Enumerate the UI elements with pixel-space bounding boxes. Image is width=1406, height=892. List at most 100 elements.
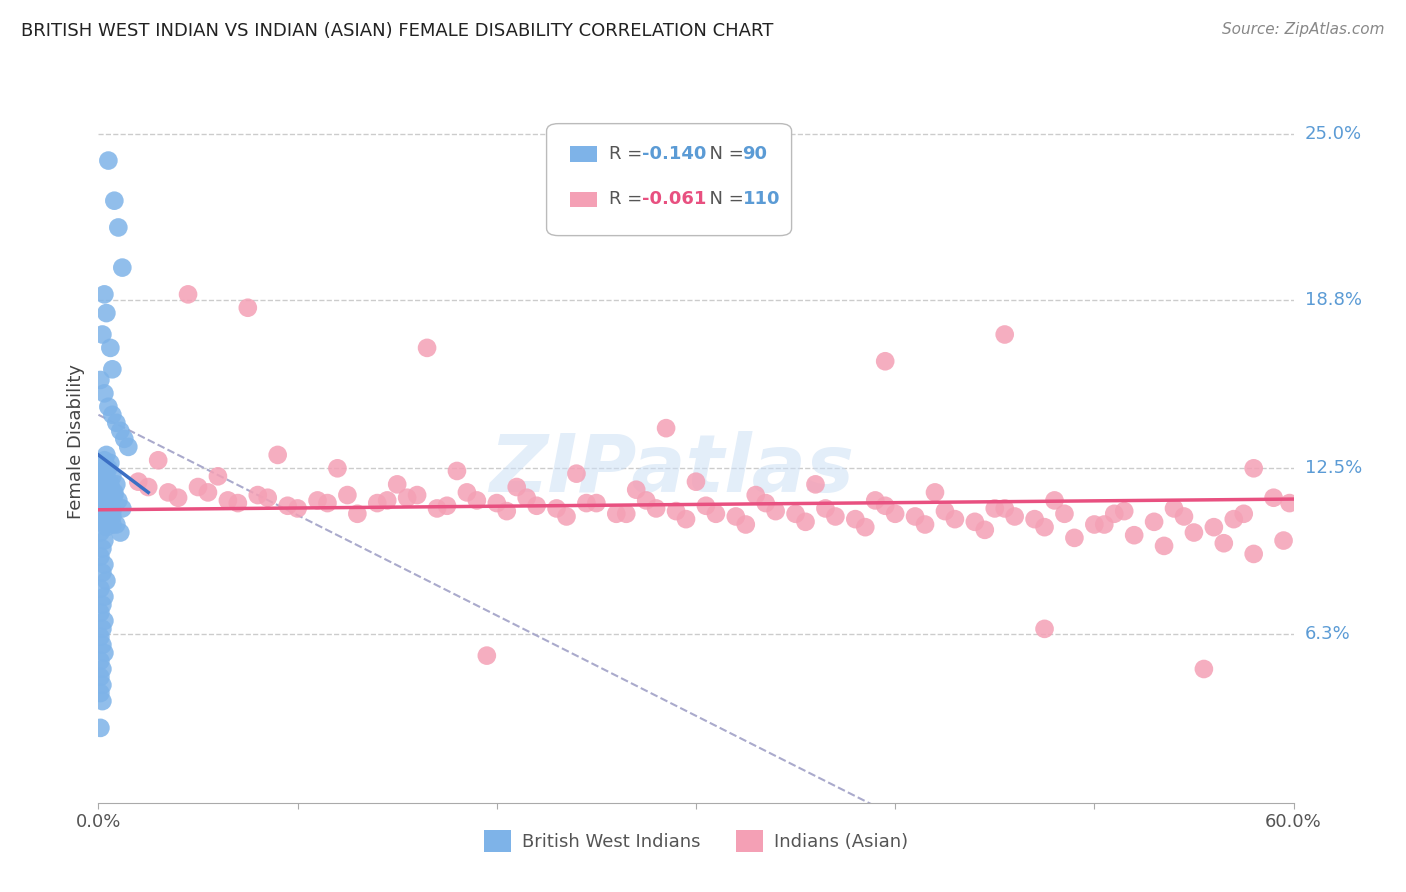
Point — [1202, 520, 1225, 534]
Point — [97, 501, 120, 516]
Point — [96, 574, 118, 588]
Point — [93, 488, 115, 502]
Point — [366, 496, 388, 510]
Point — [96, 515, 118, 529]
Point — [1233, 507, 1256, 521]
Point — [277, 499, 299, 513]
Point — [97, 400, 120, 414]
Point — [110, 424, 132, 438]
Point — [246, 488, 269, 502]
Point — [1063, 531, 1085, 545]
Point — [495, 504, 517, 518]
Point — [177, 287, 200, 301]
Point — [93, 558, 115, 572]
Point — [853, 520, 876, 534]
Point — [91, 509, 114, 524]
Text: 25.0%: 25.0% — [1305, 125, 1362, 143]
Point — [93, 590, 115, 604]
Point — [1114, 504, 1136, 518]
Point — [994, 327, 1017, 342]
Point — [89, 525, 111, 540]
Point — [765, 504, 787, 518]
Point — [336, 488, 359, 502]
Point — [89, 630, 111, 644]
Point — [695, 499, 717, 513]
Point — [157, 485, 180, 500]
Text: 12.5%: 12.5% — [1305, 459, 1362, 477]
Point — [824, 509, 846, 524]
Point — [655, 421, 678, 435]
Point — [101, 362, 124, 376]
Point — [456, 485, 478, 500]
Point — [485, 496, 508, 510]
Point — [97, 461, 120, 475]
Point — [93, 501, 115, 516]
Point — [91, 469, 114, 483]
Point — [96, 520, 118, 534]
Point — [307, 493, 329, 508]
Point — [105, 416, 128, 430]
Point — [1192, 662, 1215, 676]
Point — [465, 493, 488, 508]
Point — [267, 448, 290, 462]
Point — [1053, 507, 1076, 521]
Point — [127, 475, 149, 489]
Point — [626, 483, 648, 497]
Point — [98, 499, 122, 513]
Point — [187, 480, 209, 494]
Point — [97, 509, 120, 524]
Point — [1004, 509, 1026, 524]
Point — [197, 485, 219, 500]
Point — [98, 477, 122, 491]
Legend: British West Indians, Indians (Asian): British West Indians, Indians (Asian) — [477, 822, 915, 859]
Point — [526, 499, 548, 513]
FancyBboxPatch shape — [571, 146, 596, 162]
Point — [645, 501, 668, 516]
Point — [91, 662, 114, 676]
Point — [256, 491, 278, 505]
Point — [875, 499, 897, 513]
Point — [93, 533, 115, 548]
Point — [112, 432, 135, 446]
Point — [89, 549, 111, 564]
Point — [107, 493, 129, 508]
Point — [103, 488, 125, 502]
Point — [375, 493, 398, 508]
Point — [93, 493, 115, 508]
Point — [346, 507, 368, 521]
Point — [724, 509, 747, 524]
Point — [636, 493, 658, 508]
Point — [91, 566, 114, 580]
Point — [101, 509, 124, 524]
Text: ZIPatlas: ZIPatlas — [489, 432, 855, 509]
Point — [167, 491, 190, 505]
Point — [984, 501, 1007, 516]
Point — [103, 485, 125, 500]
Point — [96, 306, 118, 320]
Point — [91, 512, 114, 526]
Point — [1143, 515, 1166, 529]
Point — [105, 477, 128, 491]
Point — [93, 453, 115, 467]
Point — [734, 517, 756, 532]
Point — [93, 493, 115, 508]
Point — [93, 646, 115, 660]
Point — [98, 480, 122, 494]
Point — [89, 686, 111, 700]
Point — [148, 453, 170, 467]
Point — [97, 496, 120, 510]
Point — [97, 501, 120, 516]
Point — [406, 488, 429, 502]
Point — [117, 440, 139, 454]
Point — [1223, 512, 1246, 526]
Point — [103, 194, 125, 208]
Point — [89, 721, 111, 735]
Point — [93, 493, 115, 508]
Point — [91, 694, 114, 708]
Point — [994, 501, 1017, 516]
Point — [91, 509, 114, 524]
Point — [91, 507, 114, 521]
Point — [605, 507, 627, 521]
Point — [93, 386, 115, 401]
Point — [884, 507, 907, 521]
